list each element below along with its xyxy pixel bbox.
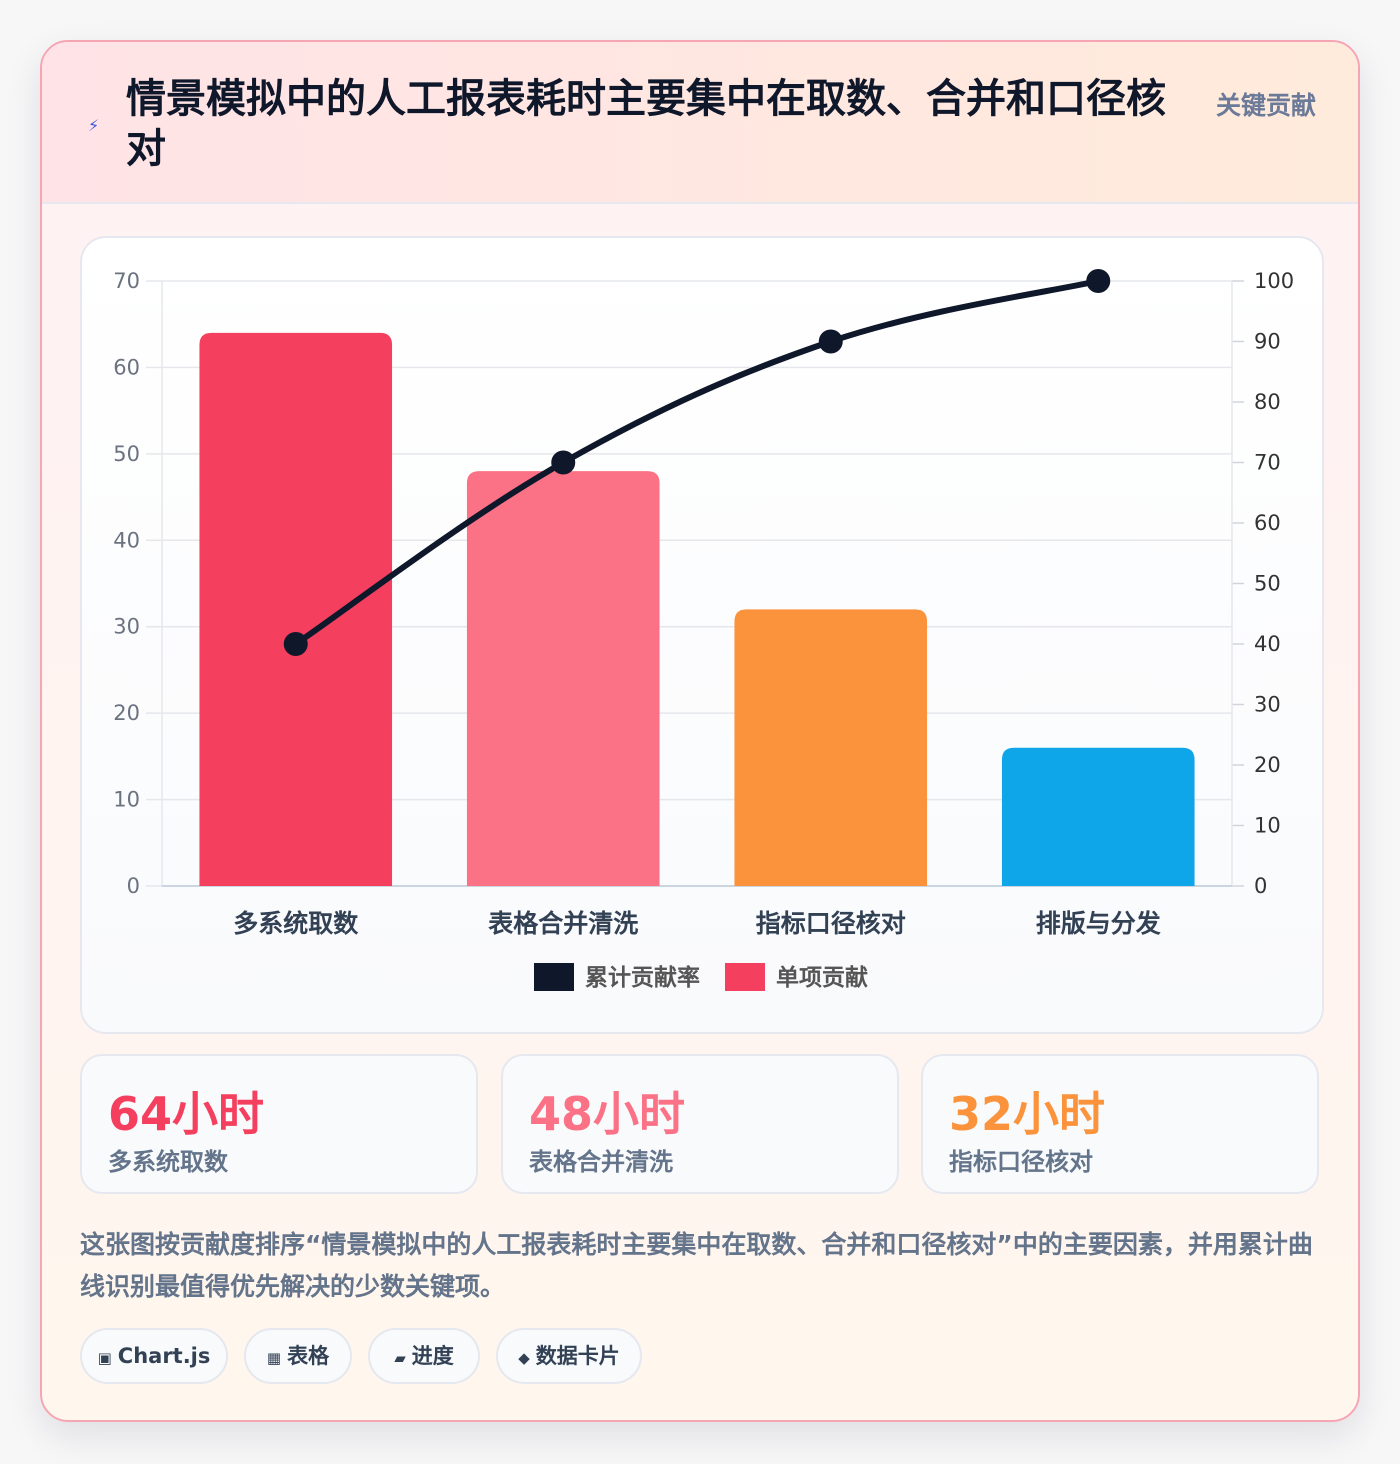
y-right-tick-label: 0 — [1254, 874, 1267, 898]
stat-value: 64小时 — [108, 1087, 265, 1141]
chart-svg: 0 10 20 30 40 50 60 70 0 10 20 30 40 50 60 70 80 90 100 多系统… — [113, 269, 1294, 991]
bar-1 — [199, 332, 393, 886]
y-right-tick-label: 70 — [1254, 451, 1281, 475]
stat-value: 32小时 — [949, 1087, 1106, 1141]
chip-label: 表格 — [287, 1344, 330, 1368]
stat-label: 表格合并清洗 — [529, 1148, 673, 1176]
y-right-tick-label: 20 — [1254, 753, 1281, 777]
stat-card: 48小时表格合并清洗 — [501, 1054, 899, 1194]
chip-label: 进度 — [411, 1344, 454, 1368]
y-right-tick-label: 30 — [1254, 693, 1281, 717]
stat-label: 指标口径核对 — [949, 1148, 1093, 1176]
y-left-tick-label: 10 — [113, 788, 140, 812]
legend-label-2: 单项贡献 — [776, 965, 868, 991]
header-tag: 关键贡献 — [1216, 91, 1317, 120]
y-left-tick-label: 30 — [113, 615, 140, 639]
chip-label: 数据卡片 — [535, 1344, 620, 1368]
y-left-tick-label: 50 — [113, 442, 140, 466]
chip-表格[interactable]: ▦ 表格 — [244, 1328, 352, 1384]
x-tick-label: 多系统取数 — [233, 909, 359, 938]
progress-icon: ▰ — [394, 1349, 406, 1367]
legend-swatch-1 — [534, 963, 574, 991]
cumulative-point-4 — [1086, 269, 1111, 293]
cumulative-line — [292, 278, 1102, 647]
x-tick-label: 排版与分发 — [1036, 909, 1161, 938]
y-right-tick-label: 10 — [1254, 814, 1281, 838]
stat-label: 多系统取数 — [108, 1148, 228, 1176]
chip-数据卡片[interactable]: ◆ 数据卡片 — [496, 1328, 642, 1384]
cumulative-point-1 — [283, 632, 308, 656]
y-right-tick-label: 90 — [1254, 330, 1281, 354]
stat-card: 32小时指标口径核对 — [921, 1054, 1319, 1194]
legend-swatch-2 — [725, 963, 765, 991]
y-left-tick-label: 20 — [113, 701, 140, 725]
y-left-tick-label: 40 — [113, 528, 140, 552]
y-right-tick-label: 40 — [1254, 632, 1281, 656]
y-right-tick-label: 80 — [1254, 390, 1281, 414]
lightning-icon: ⚡ — [88, 116, 100, 135]
x-tick-label: 表格合并清洗 — [488, 909, 638, 938]
bar-4 — [1001, 747, 1195, 886]
y-left-tick-label: 0 — [127, 874, 140, 898]
stat-card: 64小时多系统取数 — [80, 1054, 478, 1194]
cumulative-point-3 — [818, 329, 843, 354]
x-tick-label: 指标口径核对 — [756, 909, 906, 938]
table-icon: ▦ — [266, 1349, 282, 1367]
y-right-tick-label: 60 — [1254, 511, 1281, 535]
cumulative-point-2 — [551, 450, 576, 475]
legend-label-1: 累计贡献率 — [585, 964, 700, 991]
y-right-tick-label: 50 — [1254, 572, 1281, 596]
bar-2 — [466, 471, 660, 886]
bar-3 — [734, 609, 928, 886]
y-left-tick-label: 70 — [113, 269, 140, 293]
stat-value: 48小时 — [529, 1087, 686, 1141]
chart-description: 这张图按贡献度排序“情景模拟中的人工报表耗时主要集中在取数、合并和口径核对”中的… — [80, 1230, 1313, 1301]
y-right-tick-label: 100 — [1254, 269, 1294, 293]
pareto-chart: 0 10 20 30 40 50 60 70 0 10 20 30 40 50 60 70 80 90 100 多系统… — [80, 236, 1324, 1034]
card-header: ⚡ 情景模拟中的人工报表耗时主要集中在取数、合并和口径核对 关键贡献 — [42, 42, 1358, 204]
chip-Chart.js[interactable]: ▣ Chart.js — [80, 1328, 228, 1384]
report-card: ⚡ 情景模拟中的人工报表耗时主要集中在取数、合并和口径核对 关键贡献 0 10 20… — [40, 40, 1360, 1422]
chip-进度[interactable]: ▰ 进度 — [368, 1328, 480, 1384]
card-title: 情景模拟中的人工报表耗时主要集中在取数、合并和口径核对 — [126, 76, 1166, 172]
chip-label: Chart.js — [117, 1344, 211, 1368]
data-card-icon: ◆ — [518, 1349, 530, 1367]
y-left-tick-label: 60 — [113, 355, 140, 379]
chart-icon: ▣ — [97, 1349, 112, 1367]
